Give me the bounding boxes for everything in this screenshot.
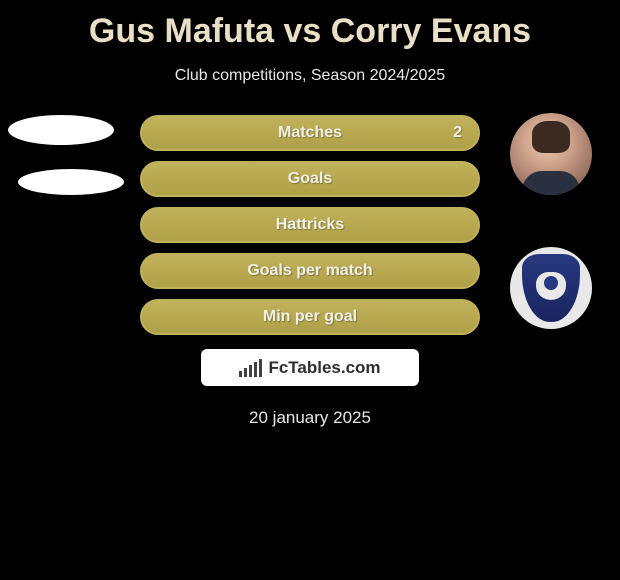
bottom-fill <box>0 440 620 580</box>
stat-bar: Matches 2 <box>140 115 480 151</box>
stat-bar: Min per goal <box>140 299 480 335</box>
team-left-placeholder <box>18 169 124 195</box>
stat-label: Goals <box>288 170 332 188</box>
stat-bar: Hattricks <box>140 207 480 243</box>
stat-value-right: 2 <box>453 124 462 142</box>
stat-label: Hattricks <box>276 216 344 234</box>
stat-bar: Goals per match <box>140 253 480 289</box>
chart-icon <box>239 359 262 377</box>
comparison-date: 20 january 2025 <box>0 408 620 428</box>
player-left-placeholder <box>8 115 114 145</box>
comparison-subtitle: Club competitions, Season 2024/2025 <box>0 67 620 85</box>
logo-box: FcTables.com <box>201 349 419 386</box>
stat-bar: Goals <box>140 161 480 197</box>
shield-icon <box>522 254 580 322</box>
comparison-area: Matches 2 Goals Hattricks Goals per matc… <box>0 115 620 428</box>
stat-label: Matches <box>278 124 342 142</box>
player-right-avatar <box>510 113 592 195</box>
stat-label: Min per goal <box>263 308 357 326</box>
stat-label: Goals per match <box>247 262 372 280</box>
stat-row-hattricks: Hattricks <box>0 207 620 243</box>
comparison-title: Gus Mafuta vs Corry Evans <box>0 0 620 51</box>
team-right-badge <box>510 247 592 329</box>
logo-text: FcTables.com <box>268 358 380 378</box>
